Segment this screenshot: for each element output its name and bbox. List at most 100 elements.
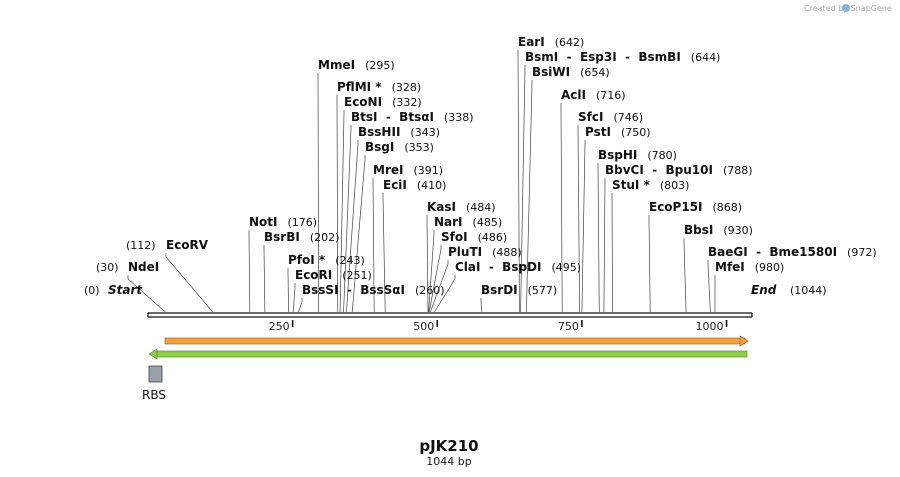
enzyme-site-econi[interactable]: EcoNI (332) [344,95,422,109]
enzyme-position: (486) [478,231,508,244]
enzyme-site-mmei[interactable]: MmeI (295) [318,58,395,72]
enzyme-name: BbsI [684,223,713,237]
enzyme-name: PstI [585,125,611,139]
enzyme-site-bsgi[interactable]: BsgI (353) [365,140,434,154]
enzyme-site-sfoi[interactable]: SfoI (486) [441,230,507,244]
enzyme-name: SfcI [578,110,603,124]
enzyme-site-stui[interactable]: StuI * (803) [612,178,689,192]
enzyme-site-bsphi[interactable]: BspHI (780) [598,148,677,162]
enzyme-name: MreI [373,163,403,177]
enzyme-name: AclI [561,88,586,102]
leader-bbsi [683,238,687,313]
enzyme-name: BssHII [358,125,400,139]
start-marker[interactable]: (0) Start [84,283,143,297]
ruler: 250 500 750 1000 [269,320,728,333]
enzyme-site-noti[interactable]: NotI (176) [249,215,317,229]
enzyme-position: (716) [596,89,626,102]
enzyme-position: (746) [613,111,643,124]
enzyme-name: MmeI [318,58,355,72]
enzyme-leader-lines [127,50,716,313]
leader-btsi-bts-i [343,125,352,313]
enzyme-name: BtsI - BtsαI [351,110,434,124]
plasmid-length: 1044 bp [426,455,471,468]
enzyme-site-pluti[interactable]: PluTI (488) [448,245,522,259]
enzyme-site-ndei[interactable]: NdeI (30) [96,260,159,274]
rbs-box [148,365,163,383]
enzyme-name: BsgI [365,140,394,154]
enzyme-position: (338) [444,111,474,124]
leader-nari [428,230,435,313]
enzyme-name: KasI [427,200,456,214]
enzyme-site-sfci[interactable]: SfcI (746) [578,110,643,124]
enzyme-position: (930) [723,224,753,237]
enzyme-position: (353) [404,141,434,154]
feature-reverse-arrow[interactable] [148,348,748,360]
leader-ndei [127,275,166,313]
snapgene-logo-icon [842,4,850,12]
enzyme-site-ecop15i[interactable]: EcoP15I (868) [649,200,742,214]
enzyme-site-acli[interactable]: AclI (716) [561,88,626,102]
enzyme-site-bsiwi[interactable]: BsiWI (654) [532,65,610,79]
sequence-backbone[interactable] [147,312,753,318]
enzyme-name: BsmI - Esp3I - BsmBI [525,50,681,64]
leader-bsssi-bsss-i [298,298,303,313]
leader-bbvci-bpu10i [603,178,606,313]
enzyme-name: PflMI * [337,80,382,94]
enzyme-position: (484) [466,201,496,214]
feature-forward-arrow[interactable] [164,335,749,347]
enzyme-site-psti[interactable]: PstI (750) [585,125,651,139]
enzyme-name: EcoNI [344,95,382,109]
enzyme-position: (577) [528,284,558,297]
enzyme-labels: NdeI (30) EcoRV (112) NotI (176)BsrBI (202) Pfo… [96,35,877,297]
ruler-label-750: 750 [558,320,579,333]
enzyme-name: EcoRI [295,268,332,282]
enzyme-site-bsmi-esp3i-bsmbi[interactable]: BsmI - Esp3I - BsmBI (644) [525,50,720,64]
leader-pflmi [336,95,339,313]
enzyme-site-clai-bspdi[interactable]: ClaI - BspDI (495) [455,260,581,274]
rbs-label: RBS [142,388,166,402]
ruler-label-500: 500 [413,320,434,333]
leader-baegi-bme1580i [707,260,711,313]
enzyme-site-bbsi[interactable]: BbsI (930) [684,223,753,237]
feature-rbs[interactable]: RBS [142,365,166,402]
enzyme-site-baegi-bme1580i[interactable]: BaeGI - Bme1580I (972) [708,245,877,259]
leader-ecori [292,283,296,313]
end-marker[interactable]: End (1044) [751,283,827,297]
enzyme-site-btsi-bts-i[interactable]: BtsI - BtsαI (338) [351,110,474,124]
leader-sfci [577,125,580,313]
enzyme-position: (495) [551,261,581,274]
leader-ecorv [165,253,214,313]
enzyme-site-ecii[interactable]: EciI (410) [383,178,446,192]
end-label: End [751,283,777,297]
enzyme-name: PfoI * [288,253,326,267]
start-position: (0) [84,284,100,297]
enzyme-site-mfei[interactable]: MfeI (980) [715,260,784,274]
enzyme-site-nari[interactable]: NarI (485) [434,215,502,229]
end-position: (1044) [790,284,827,297]
enzyme-site-ecori[interactable]: EcoRI (251) [295,268,372,282]
leader-acli [560,103,563,313]
enzyme-site-bsrbi[interactable]: BsrBI (202) [264,230,339,244]
enzyme-position: (750) [621,126,651,139]
enzyme-name: BaeGI - Bme1580I [708,245,837,259]
ruler-label-1000: 1000 [696,320,724,333]
leader-psti [581,140,586,313]
enzyme-name: EcoRV [166,238,209,252]
enzyme-position: (410) [417,179,447,192]
enzyme-site-bsrdi[interactable]: BsrDI (577) [481,283,557,297]
enzyme-site-kasi[interactable]: KasI (484) [427,200,496,214]
enzyme-site-ecorv[interactable]: EcoRV (112) [126,238,209,252]
leader-eari [517,50,520,313]
enzyme-site-pfoi[interactable]: PfoI * (243) [288,253,365,267]
enzyme-position: (868) [713,201,743,214]
leader-ecii [382,193,386,313]
enzyme-site-bbvci-bpu10i[interactable]: BbvCI - Bpu10I (788) [605,163,753,177]
enzyme-name: EciI [383,178,407,192]
enzyme-site-pflmi[interactable]: PflMI * (328) [337,80,421,94]
enzyme-name: StuI * [612,178,651,192]
enzyme-site-mrei[interactable]: MreI (391) [373,163,443,177]
enzyme-site-bsssi-bsss-i[interactable]: BssSI - BssSαI (260) [302,283,445,297]
enzyme-site-bsshii[interactable]: BssHII (343) [358,125,440,139]
enzyme-site-eari[interactable]: EarI (642) [518,35,584,49]
enzyme-position: (803) [660,179,690,192]
